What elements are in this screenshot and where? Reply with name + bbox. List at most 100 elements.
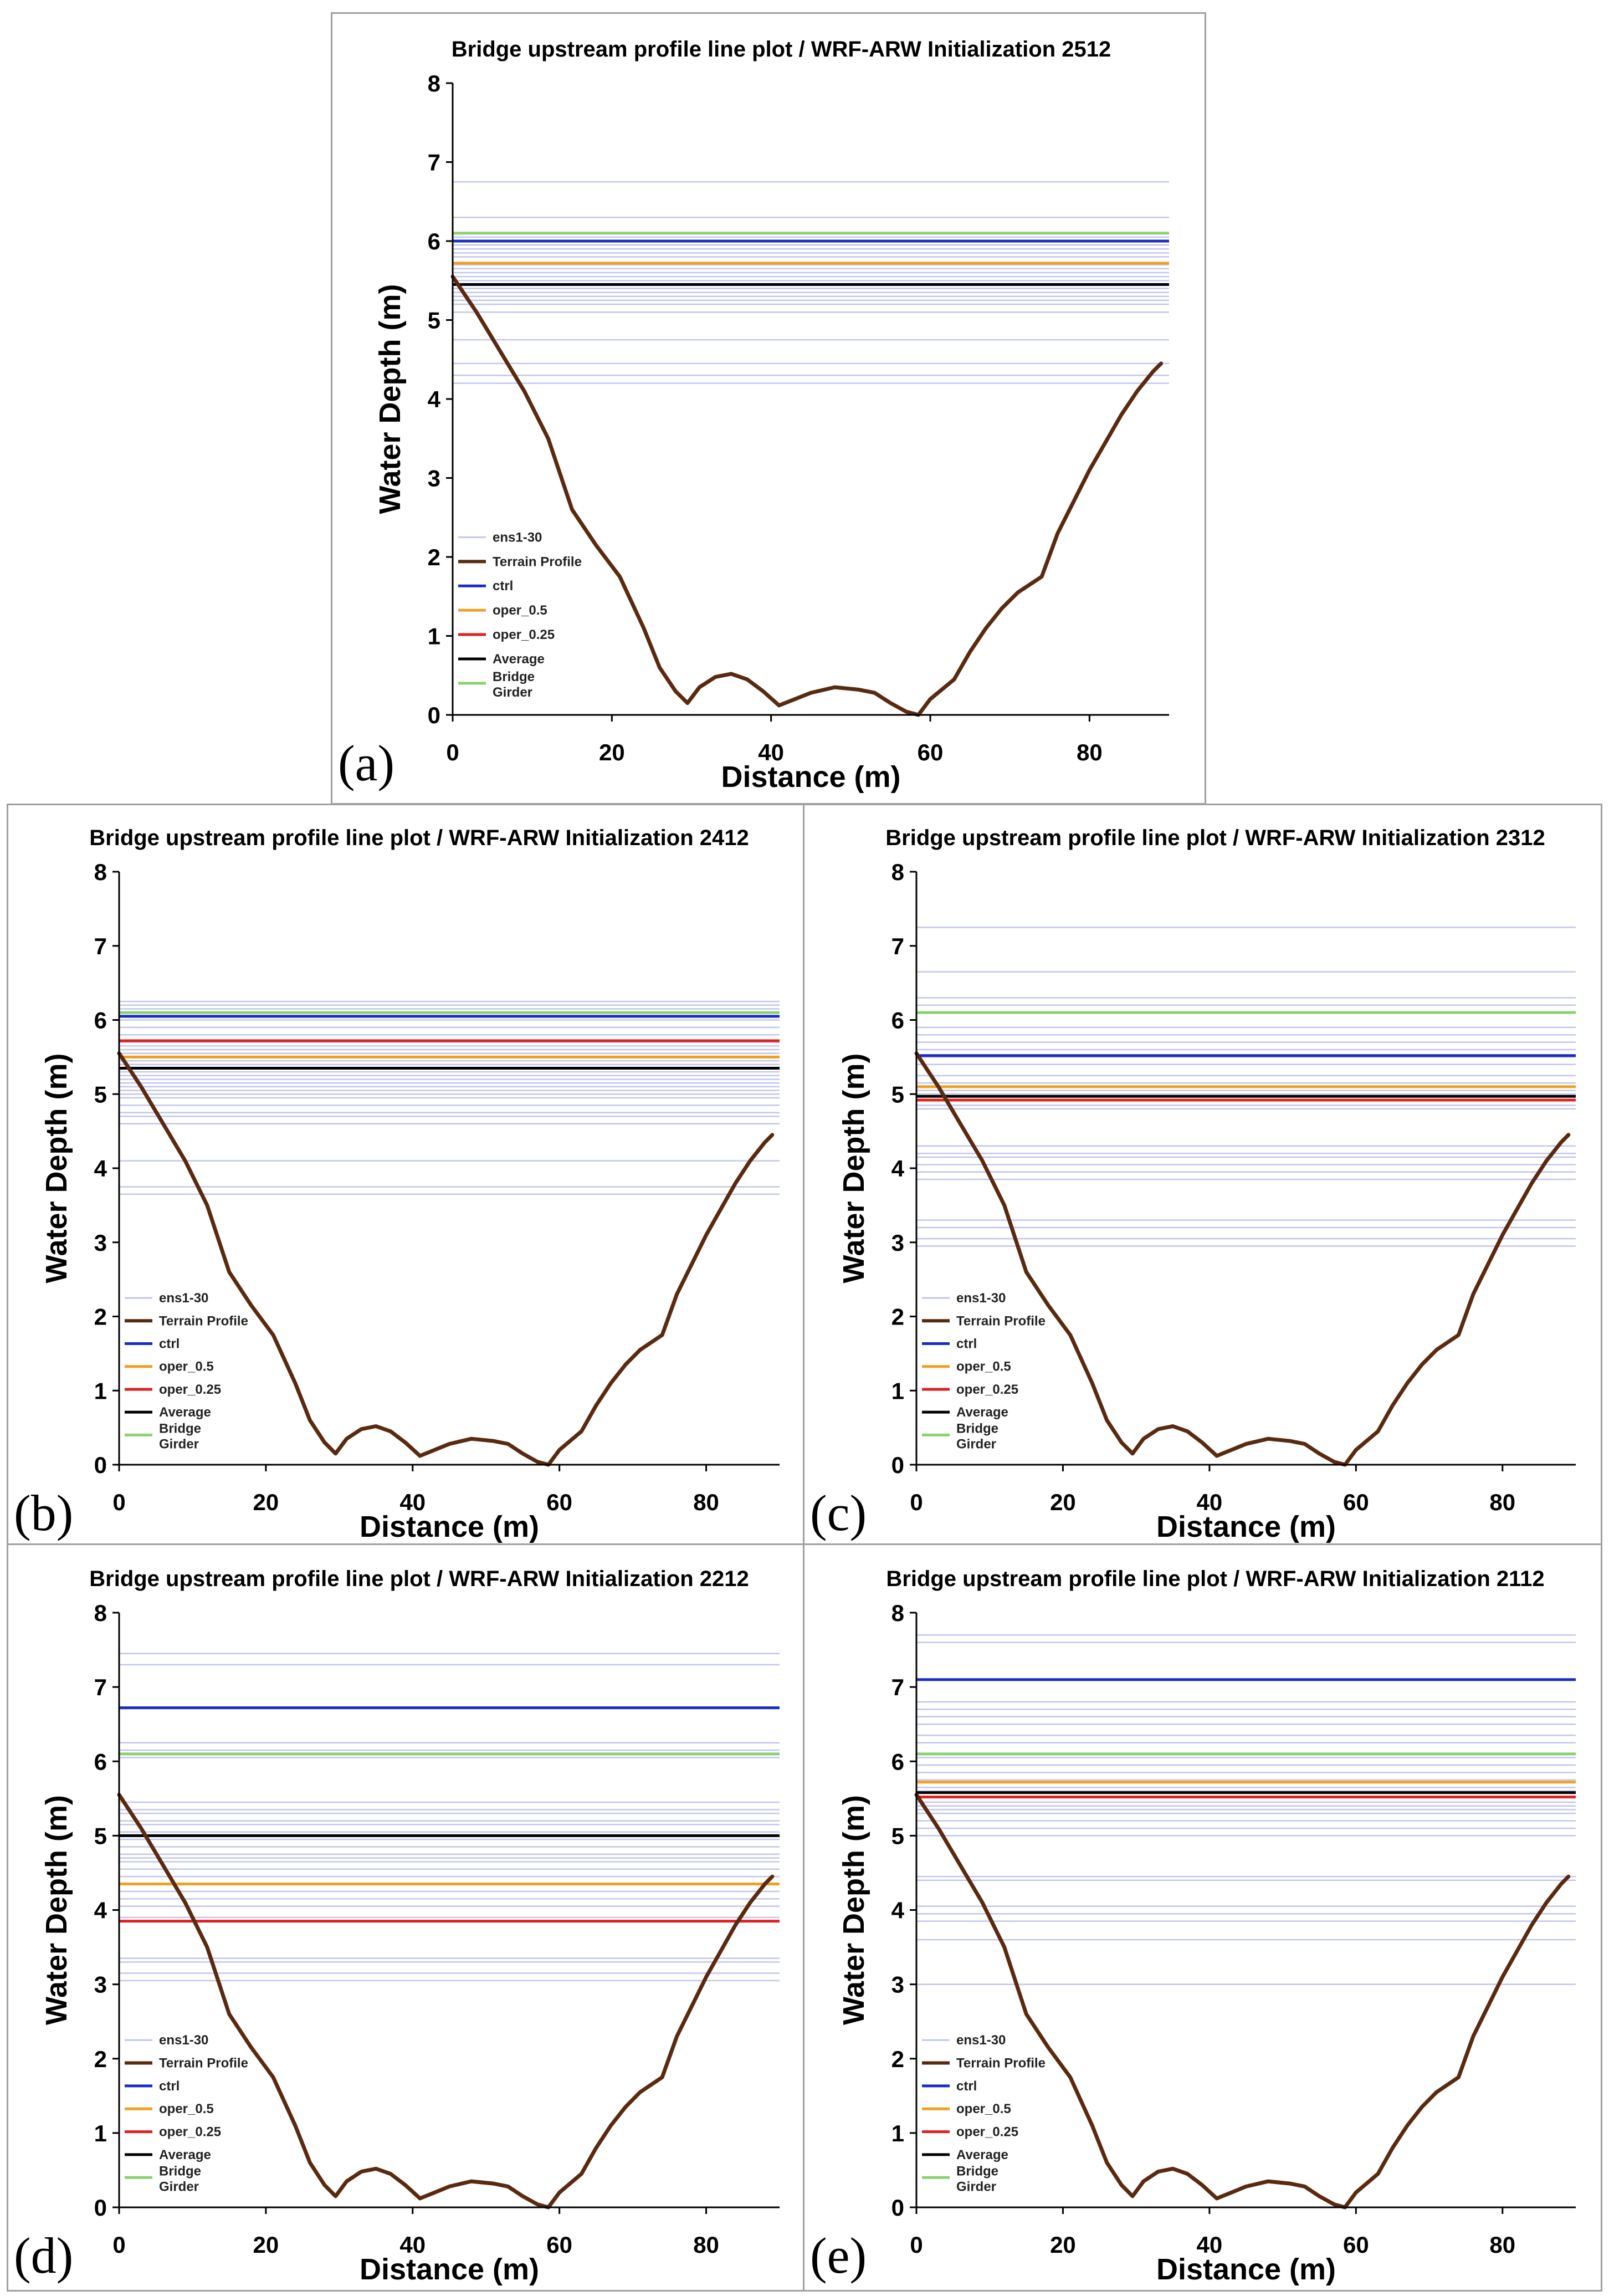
x-tick-label: 40 (758, 739, 784, 765)
legend: ens1-30 Terrain Profile ctrl oper_0.5 oper_0… (125, 2033, 248, 2194)
legend-label: Terrain Profile (493, 554, 582, 569)
legend-label: Average (159, 2147, 211, 2162)
y-tick-label: 4 (94, 1898, 107, 1924)
y-axis-label: Water Depth (m) (837, 1795, 870, 2025)
y-tick-label: 6 (891, 1748, 904, 1775)
legend-label: oper_0.5 (159, 1359, 214, 1374)
legend-label: Bridge Girder (956, 2164, 998, 2194)
y-tick-label: 7 (891, 933, 904, 959)
y-axis-label: Water Depth (m) (40, 1795, 73, 2025)
x-axis-label: Distance (m) (1156, 1510, 1336, 1543)
x-tick-label: 60 (918, 739, 944, 765)
legend-item-ctrl: ctrl (125, 1337, 180, 1352)
y-tick-label: 1 (891, 1378, 904, 1404)
x-tick-label: 20 (1050, 2232, 1076, 2258)
terrain-profile-line (914, 1793, 1571, 2210)
y-tick-label: 3 (891, 1972, 904, 1998)
y-axis-label: Water Depth (m) (373, 284, 407, 514)
chart-panel-b: Bridge upstream profile line plot / WRF-… (7, 804, 806, 1549)
legend-item-average: Average (922, 2147, 1008, 2162)
legend: ens1-30 Terrain Profile ctrl oper_0.5 oper_0… (125, 1291, 248, 1451)
chart-svg-b: Bridge upstream profile line plot / WRF-… (14, 826, 780, 1543)
y-tick-label: 8 (94, 859, 107, 885)
legend-label: Bridge Girder (159, 2164, 201, 2194)
y-tick-label: 5 (891, 1823, 904, 1849)
y-tick-label: 2 (891, 2046, 904, 2072)
legend-item-oper-05: oper_0.5 (125, 1359, 214, 1374)
y-tick-label: 1 (94, 2120, 107, 2146)
y-tick-label: 1 (428, 623, 440, 650)
legend-label: ctrl (159, 2079, 180, 2094)
terrain-profile-line (117, 1051, 775, 1467)
legend: ens1-30 Terrain Profile ctrl oper_0.5 oper_0… (922, 2033, 1046, 2194)
legend-label: oper_0.5 (956, 1359, 1011, 1374)
y-tick-label: 3 (891, 1230, 904, 1256)
x-tick-label: 0 (112, 1489, 125, 1515)
legend-label: ctrl (493, 579, 513, 594)
legend-label: Bridge Girder (493, 669, 535, 700)
chart-panel-d: Bridge upstream profile line plot / WRF-… (7, 1543, 806, 2292)
legend-label: Terrain Profile (159, 2056, 248, 2071)
x-tick-label: 0 (446, 739, 459, 765)
chart-svg-a: Bridge upstream profile line plot / WRF-… (338, 37, 1169, 794)
legend-label: Bridge Girder (159, 1421, 201, 1451)
legend-item-oper-025: oper_0.25 (922, 1382, 1018, 1397)
legend: ens1-30 Terrain Profile ctrl oper_0.5 oper_0… (922, 1291, 1046, 1451)
x-tick-label: 0 (112, 2232, 125, 2258)
legend-item-ensemble: ens1-30 (458, 530, 542, 545)
chart-svg-d: Bridge upstream profile line plot / WRF-… (14, 1567, 780, 2286)
y-tick-label: 6 (891, 1008, 904, 1034)
chart-svg-e: Bridge upstream profile line plot / WRF-… (810, 1567, 1576, 2286)
legend-label: oper_0.25 (493, 627, 555, 642)
legend-item-terrain: Terrain Profile (458, 554, 582, 569)
y-tick-label: 2 (891, 1304, 904, 1330)
x-tick-label: 20 (599, 739, 625, 765)
chart-panel-e: Bridge upstream profile line plot / WRF-… (803, 1543, 1602, 2292)
terrain-profile-line (914, 1051, 1571, 1467)
y-axis-label: Water Depth (m) (40, 1054, 73, 1283)
legend-label: ens1-30 (956, 1291, 1006, 1306)
y-tick-label: 0 (428, 702, 440, 728)
legend-label: oper_0.5 (956, 2101, 1011, 2116)
legend-label: ens1-30 (159, 2033, 208, 2048)
legend-item-terrain: Terrain Profile (922, 2056, 1046, 2071)
legend: ens1-30 Terrain Profile ctrl oper_0.5 oper_0… (458, 530, 582, 700)
panel-label: (e) (810, 2227, 867, 2284)
x-tick-label: 80 (693, 1489, 719, 1515)
panel-label: (c) (810, 1485, 867, 1541)
panel-label: (b) (14, 1485, 73, 1541)
x-tick-label: 20 (1050, 1489, 1076, 1515)
x-tick-label: 40 (1197, 2232, 1223, 2258)
chart-title: Bridge upstream profile line plot / WRF-… (885, 826, 1545, 850)
y-tick-label: 6 (428, 228, 440, 254)
legend-item-oper-05: oper_0.5 (125, 2101, 214, 2116)
x-tick-label: 0 (910, 2232, 923, 2258)
y-tick-label: 3 (94, 1972, 107, 1998)
legend-item-average: Average (125, 2147, 211, 2162)
legend-item-terrain: Terrain Profile (125, 1313, 248, 1328)
legend-item-ensemble: ens1-30 (125, 2033, 208, 2048)
legend-item-ensemble: ens1-30 (922, 1291, 1006, 1306)
legend-item-oper-05: oper_0.5 (922, 1359, 1011, 1374)
chart-title: Bridge upstream profile line plot / WRF-… (452, 37, 1111, 62)
legend-label: Terrain Profile (956, 2056, 1046, 2071)
legend-label: Terrain Profile (956, 1313, 1046, 1328)
y-tick-label: 4 (428, 386, 441, 412)
terrain-profile-line (117, 1793, 775, 2210)
x-tick-label: 20 (253, 1489, 279, 1515)
y-tick-label: 7 (94, 1674, 107, 1700)
legend-item-bridge-girder: Bridge Girder (125, 2164, 201, 2194)
terrain-profile-line (450, 274, 1164, 717)
y-tick-label: 8 (94, 1600, 107, 1626)
y-tick-label: 7 (428, 150, 440, 176)
y-tick-label: 7 (94, 933, 107, 959)
y-tick-label: 1 (891, 2120, 904, 2146)
x-tick-label: 40 (399, 1489, 426, 1515)
chart-panel-a: Bridge upstream profile line plot / WRF-… (331, 12, 1206, 805)
legend-item-bridge-girder: Bridge Girder (458, 669, 535, 700)
y-tick-label: 2 (94, 1304, 107, 1330)
legend-label: ctrl (159, 1337, 180, 1352)
y-tick-label: 4 (94, 1155, 107, 1182)
legend-item-average: Average (458, 652, 545, 667)
legend-item-bridge-girder: Bridge Girder (922, 1421, 998, 1451)
